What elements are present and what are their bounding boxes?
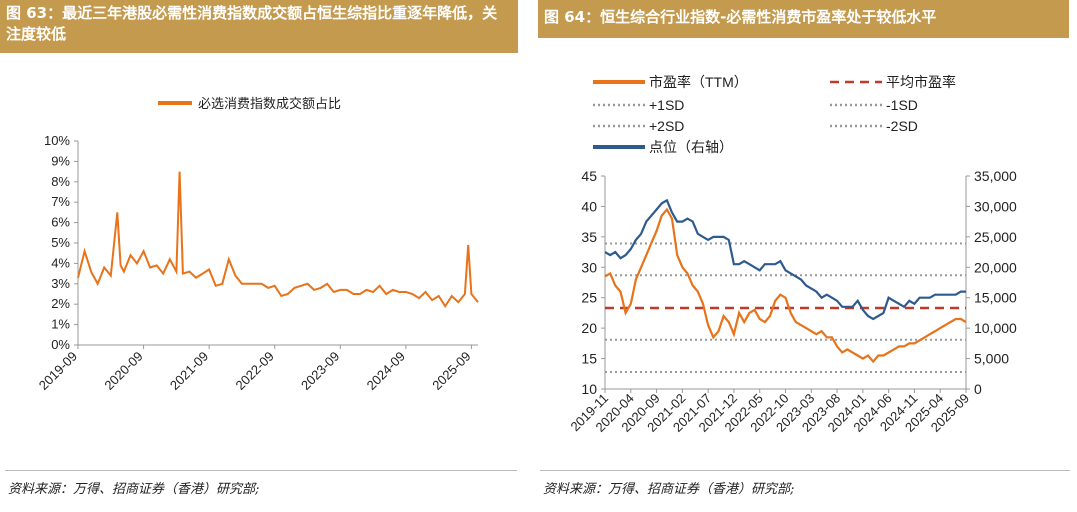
right-y-tick-label: 10,000 xyxy=(974,320,1017,336)
legend-label: 必选消费指数成交额占比 xyxy=(198,96,341,111)
left-y-tick-label: 40 xyxy=(581,198,597,214)
y-tick-label: 1% xyxy=(51,317,70,332)
legend-label: -1SD xyxy=(886,97,918,113)
legend-label: +2SD xyxy=(649,118,684,134)
left-y-tick-label: 15 xyxy=(581,351,597,367)
right-y-tick-label: 0 xyxy=(974,381,982,397)
source-divider-63 xyxy=(5,470,517,471)
x-tick-label: 2021-09 xyxy=(167,349,211,393)
right-y-tick-label: 25,000 xyxy=(974,229,1017,245)
source-divider-64 xyxy=(540,470,1070,471)
x-tick-label: 2022-09 xyxy=(232,349,276,393)
x-tick-label: 2023-09 xyxy=(298,349,342,393)
legend-label: +1SD xyxy=(649,97,684,113)
y-tick-label: 4% xyxy=(51,255,70,270)
x-tick-label: 2019-09 xyxy=(36,349,80,393)
left-y-tick-label: 35 xyxy=(581,229,597,245)
y-tick-label: 5% xyxy=(51,235,70,250)
left-y-tick-label: 10 xyxy=(581,381,597,397)
left-y-tick-label: 30 xyxy=(581,259,597,275)
chart-63: 0% 1% 2% 3% 4% 5% 6% 7% 8% 9% 10% 2019-09 2020-09 202… xyxy=(36,96,479,393)
chart-64: 10 15 20 25 30 35 40 45 0 5,000 10,000 15,000 20,000… xyxy=(567,74,1017,435)
right-y-tick-label: 15,000 xyxy=(974,290,1017,306)
legend-label: 市盈率（TTM） xyxy=(649,74,748,90)
x-tick-label: 2020-09 xyxy=(101,349,145,393)
source-note-63: 资料来源：万得、招商证券（香港）研究部; xyxy=(8,482,260,497)
figure-64-title: 图 64：恒生综合行业指数-必需性消费市盈率处于较低水平 xyxy=(538,0,1069,38)
y-tick-label: 2% xyxy=(51,296,70,311)
legend-label: 点位（右轴） xyxy=(649,139,733,155)
right-y-tick-label: 30,000 xyxy=(974,198,1017,214)
right-y-tick-label: 20,000 xyxy=(974,259,1017,275)
left-y-tick-label: 45 xyxy=(581,168,597,184)
series-line-index-level xyxy=(604,198,966,321)
y-tick-label: 8% xyxy=(51,174,70,189)
y-tick-label: 3% xyxy=(51,276,70,291)
legend-label: -2SD xyxy=(886,118,918,134)
series-line-consumer-staples-share xyxy=(77,171,479,309)
y-tick-label: 6% xyxy=(51,215,70,230)
x-tick-label: 2025-09 xyxy=(429,349,473,393)
right-y-tick-label: 5,000 xyxy=(974,351,1009,367)
series-line-pe-ttm xyxy=(604,207,967,364)
right-y-tick-label: 35,000 xyxy=(974,168,1017,184)
y-tick-label: 9% xyxy=(51,153,70,168)
x-tick-label: 2024-09 xyxy=(364,349,408,393)
left-y-tick-label: 25 xyxy=(581,290,597,306)
figure-63-title: 图 63：最近三年港股必需性消费指数成交额占恒生综指比重逐年降低，关注度较低 xyxy=(0,0,518,53)
legend-label: 平均市盈率 xyxy=(886,74,956,90)
left-y-tick-label: 20 xyxy=(581,320,597,336)
y-tick-label: 7% xyxy=(51,194,70,209)
y-tick-label: 0% xyxy=(51,337,70,352)
y-tick-label: 10% xyxy=(44,133,70,148)
source-note-64: 资料来源：万得、招商证券（香港）研究部; xyxy=(543,482,795,497)
